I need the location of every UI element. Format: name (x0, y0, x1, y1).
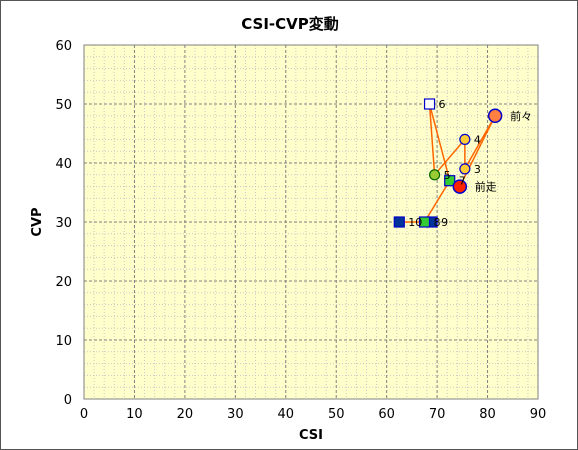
data-point-前走 (452, 179, 468, 194)
y-tick-label: 10 (55, 334, 72, 349)
x-tick-label: 60 (378, 407, 395, 422)
data-point-6 (423, 98, 436, 110)
data-point-前々 (487, 108, 503, 124)
series-segment (464, 115, 496, 170)
point-label: 9 (441, 216, 448, 229)
y-tick-label: 50 (55, 98, 72, 113)
data-point-5 (428, 169, 441, 181)
x-tick-label: 30 (227, 407, 244, 422)
data-point-10 (393, 216, 405, 228)
point-label: 7 (459, 175, 466, 188)
y-axis-title: CVP (30, 207, 45, 236)
data-point-4 (459, 133, 471, 145)
chart-title: CSI-CVP変動 (241, 15, 339, 33)
series-segment (428, 103, 451, 181)
point-label: 前々 (510, 109, 532, 123)
series-points (393, 98, 503, 228)
point-label: 5 (444, 169, 451, 182)
series-segment (428, 103, 436, 175)
point-label: 10 (408, 216, 422, 229)
point-label: 4 (474, 133, 481, 146)
data-point-3 (459, 163, 471, 175)
x-tick-label: 40 (278, 407, 295, 422)
data-point-7 (444, 175, 456, 187)
point-label: 8 (434, 216, 441, 229)
point-label: 前走 (475, 180, 497, 194)
y-tick-label: 60 (55, 39, 72, 54)
x-tick-label: 90 (530, 407, 547, 422)
series-lines (399, 103, 496, 223)
y-tick-label: 40 (55, 157, 72, 172)
x-tick-label: 80 (479, 407, 496, 422)
x-tick-labels: 0 10 20 30 40 50 60 70 80 90 (80, 407, 546, 422)
series-segment (434, 138, 466, 176)
y-tick-labels: 0 10 20 30 40 50 60 (55, 39, 72, 408)
point-label: 6 (439, 98, 446, 111)
y-tick-label: 0 (64, 393, 72, 408)
y-tick-label: 20 (55, 275, 72, 290)
x-axis-title: CSI (299, 428, 323, 443)
data-point-8 (418, 216, 431, 228)
x-tick-label: 0 (80, 407, 88, 422)
x-tick-label: 10 (126, 407, 143, 422)
x-tick-label: 50 (328, 407, 345, 422)
point-label: 3 (474, 163, 481, 176)
x-tick-label: 20 (177, 407, 194, 422)
x-tick-label: 70 (429, 407, 446, 422)
y-tick-label: 30 (55, 216, 72, 231)
plot-border (83, 44, 539, 400)
series-segment (423, 180, 451, 223)
point-labels: 前走 前々 3 4 5 6 7 8 9 10 (408, 98, 532, 229)
